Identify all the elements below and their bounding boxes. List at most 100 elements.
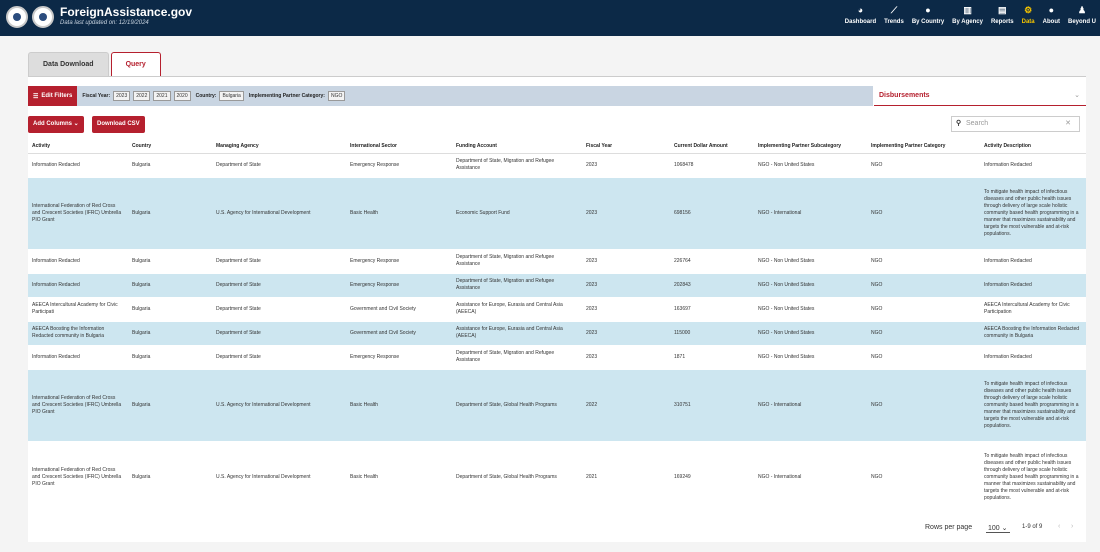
nav-item-label: About [1042, 19, 1060, 25]
table-cell: Bulgaria [128, 369, 212, 442]
tab-data-download[interactable]: Data Download [28, 52, 109, 76]
table-cell: 2023 [582, 177, 670, 250]
nav-item-label: Reports [990, 19, 1014, 25]
filter-icon: ☰ [33, 93, 39, 100]
nav-item-label: Dashboard [844, 19, 877, 25]
table-cell: NGO [867, 153, 980, 178]
column-header[interactable]: Country [128, 139, 212, 154]
table-cell: Department of State, Global Health Progr… [452, 369, 582, 442]
column-header[interactable]: Implementing Partner Subcategory [754, 139, 867, 154]
table-cell: NGO [867, 345, 980, 370]
table-cell: 310751 [670, 369, 754, 442]
table-cell: Bulgaria [128, 249, 212, 274]
table-row[interactable]: AEECA Intercultural Academy for Civic Pa… [28, 297, 1086, 322]
table-cell: Emergency Response [346, 273, 452, 298]
table-cell: Bulgaria [128, 345, 212, 370]
column-header[interactable]: Current Dollar Amount [670, 139, 754, 154]
table-cell: Assistance for Europe, Eurasia and Centr… [452, 297, 582, 322]
column-header[interactable]: Fiscal Year [582, 139, 670, 154]
table-cell: International Federation of Red Cross an… [28, 177, 128, 250]
table-cell: NGO - International [754, 441, 867, 514]
table-cell: Emergency Response [346, 345, 452, 370]
table-cell: Department of State, Migration and Refug… [452, 249, 582, 274]
download-csv-button[interactable]: Download CSV [92, 116, 145, 133]
table-cell: Bulgaria [128, 297, 212, 322]
table-cell: NGO [867, 177, 980, 250]
rows-per-page-value: 100 [988, 525, 1000, 532]
column-header[interactable]: Activity [28, 139, 128, 154]
rows-per-page-select[interactable]: 100 ⌄ [986, 525, 1010, 533]
column-header[interactable]: Activity Description [980, 139, 1086, 154]
table-row[interactable]: International Federation of Red Cross an… [28, 369, 1086, 442]
table-row[interactable]: International Federation of Red Cross an… [28, 177, 1086, 250]
nav-item-label: By Country [911, 19, 945, 25]
table-row[interactable]: International Federation of Red Cross an… [28, 441, 1086, 514]
table-cell: Basic Health [346, 177, 452, 250]
nav-item-by-country[interactable]: ● By Country [908, 5, 948, 31]
person-icon: ♟ [1077, 5, 1087, 15]
table-cell: NGO - International [754, 177, 867, 250]
brand[interactable]: ForeignAssistance.gov Data last updated … [60, 5, 192, 28]
table-cell: Department of State [212, 273, 346, 298]
edit-filters-button[interactable]: ☰ Edit Filters [28, 86, 78, 106]
query-panel: ☰ Edit Filters Fiscal Year: 2023 2022 20… [28, 76, 1086, 542]
rows-per-page-label: Rows per page [925, 524, 973, 531]
table-cell: AEECA Boosting the Information Redacted … [28, 321, 128, 346]
nav-item-label: By Agency [952, 19, 983, 25]
nav-item-label: Beyond U [1067, 19, 1096, 25]
column-header[interactable]: Managing Agency [212, 139, 346, 154]
table-cell: Bulgaria [128, 177, 212, 250]
nav-item-data[interactable]: ⚙ Data [1018, 5, 1039, 31]
nav-item-reports[interactable]: ▤ Reports [987, 5, 1018, 31]
search-input[interactable]: ⚲ Search ✕ [951, 116, 1080, 132]
table-cell: NGO - Non United States [754, 273, 867, 298]
table-cell: Information Redacted [28, 153, 128, 178]
table-row[interactable]: Information Redacted Bulgaria Department o… [28, 249, 1086, 274]
clear-search-icon[interactable]: ✕ [1065, 120, 1071, 127]
previous-page-icon[interactable]: ‹ [1058, 523, 1061, 530]
table-cell: Department of State, Migration and Refug… [452, 345, 582, 370]
table-cell: NGO [867, 249, 980, 274]
table-cell: 226764 [670, 249, 754, 274]
nav-item-dashboard[interactable]: ◕ Dashboard [841, 5, 880, 31]
table-row[interactable]: Information Redacted Bulgaria Department o… [28, 345, 1086, 370]
table-cell: 2021 [582, 441, 670, 514]
table-cell: NGO - Non United States [754, 297, 867, 322]
tab-query[interactable]: Query [110, 52, 161, 76]
next-page-icon[interactable]: › [1071, 523, 1074, 530]
pagination: Rows per page 100 ⌄ 1-9 of 9 ‹ › [28, 515, 1086, 543]
metric-select[interactable]: Disbursements ⌄ [874, 86, 1086, 106]
dashboard-icon: ◕ [857, 5, 864, 15]
table-cell: NGO - Non United States [754, 345, 867, 370]
column-header[interactable]: Funding Account [452, 139, 582, 154]
nav-item-by-agency[interactable]: ▥ By Agency [948, 5, 987, 31]
table-row[interactable]: AEECA Boosting the Information Redacted … [28, 321, 1086, 346]
site-title[interactable]: ForeignAssistance.gov [60, 5, 193, 19]
search-placeholder: Search [966, 120, 989, 127]
table-cell: 163697 [670, 297, 754, 322]
table-header-row: Activity Country Managing Agency Internatio… [28, 139, 1086, 154]
table-cell: AEECA Intercultural Academy for Civic Pa… [28, 297, 128, 322]
table-cell: Emergency Response [346, 249, 452, 274]
add-columns-button[interactable]: Add Columns ⌄ [28, 116, 84, 133]
nav-item-beyond-u[interactable]: ♟ Beyond U [1064, 5, 1100, 31]
table-cell: Department of State [212, 153, 346, 178]
building-icon: ▥ [963, 5, 972, 15]
nav-item-label: Trends [884, 19, 904, 25]
table-row[interactable]: Information Redacted Bulgaria Department o… [28, 273, 1086, 298]
table-cell: To mitigate health impact of infectious … [980, 177, 1086, 250]
table-cell: 2023 [582, 273, 670, 298]
nav-item-about[interactable]: ● About [1039, 5, 1064, 31]
fiscal-year-label: Fiscal Year: [82, 93, 111, 99]
report-icon: ▤ [998, 5, 1007, 15]
nav-item-trends[interactable]: ⟋ Trends [880, 5, 908, 31]
table-row[interactable]: Information Redacted Bulgaria Department o… [28, 153, 1086, 178]
table-cell: NGO [867, 369, 980, 442]
table-cell: Department of State [212, 321, 346, 346]
table-cell: 169249 [670, 441, 754, 514]
table-cell: Information Redacted [980, 153, 1086, 178]
table-cell: Government and Civil Society [346, 297, 452, 322]
column-header[interactable]: International Sector [346, 139, 452, 154]
table-cell: 2023 [582, 321, 670, 346]
column-header[interactable]: Implementing Partner Category [867, 139, 980, 154]
